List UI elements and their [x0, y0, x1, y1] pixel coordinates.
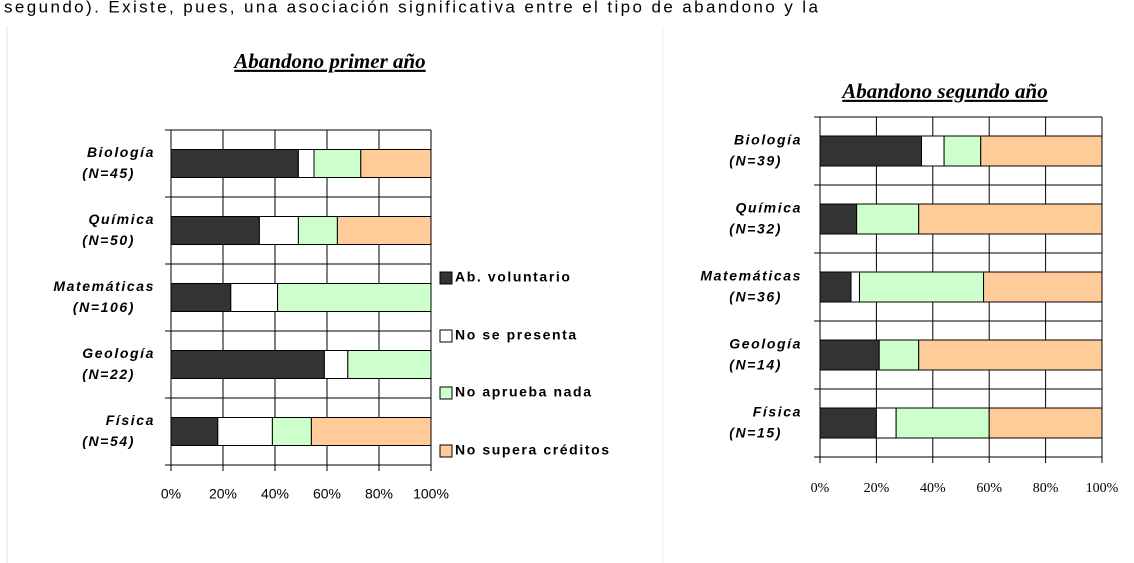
bar-segment — [819, 135, 923, 167]
category-label: Biología — [734, 132, 802, 148]
chart-title: Abandono segundo año — [840, 79, 1047, 103]
x-tick-label: 80% — [365, 486, 393, 502]
bar-segment — [170, 216, 260, 245]
bar-segment — [819, 339, 880, 371]
bar-segment — [297, 216, 338, 245]
category-count: (N=106) — [73, 299, 135, 315]
x-tick-label: 0% — [811, 481, 830, 496]
bar-segment — [277, 283, 432, 312]
bar-segment — [819, 271, 852, 303]
legend-label: No supera créditos — [455, 442, 611, 458]
category-label: Biología — [87, 144, 155, 160]
bar-segment — [347, 350, 432, 379]
x-tick-label: 20% — [209, 486, 237, 502]
bar-segment — [230, 283, 279, 312]
category-label: Física — [106, 412, 155, 428]
category-count: (N=36) — [729, 289, 782, 305]
category-label: Geología — [729, 336, 802, 352]
category-count: (N=54) — [82, 433, 135, 449]
x-tick-label: 60% — [313, 486, 341, 502]
bar-segment — [271, 417, 312, 446]
x-tick-label: 40% — [920, 481, 946, 496]
legend-swatch — [439, 329, 453, 343]
legend-swatch — [439, 271, 453, 285]
x-tick-label: 100% — [413, 486, 449, 502]
bar-segment — [258, 216, 299, 245]
legend-swatch — [439, 444, 453, 458]
category-label: Química — [89, 211, 155, 227]
category-count: (N=50) — [82, 232, 135, 248]
legend-label: Ab. voluntario — [455, 269, 572, 285]
bar-segment — [170, 149, 299, 178]
bar-segment — [943, 135, 982, 167]
x-tick-label: 60% — [976, 481, 1002, 496]
bar-segment — [918, 339, 1103, 371]
bar-segment — [313, 149, 362, 178]
body-text: segundo). Existe, pues, una asociación s… — [4, 0, 820, 16]
bar-segment — [878, 339, 920, 371]
category-count: (N=15) — [729, 425, 782, 441]
bar-segment — [170, 417, 219, 446]
bar-segment — [895, 407, 990, 439]
category-label: Matemáticas — [700, 268, 802, 284]
bar-segment — [217, 417, 273, 446]
category-label: Química — [736, 200, 802, 216]
bar-segment — [875, 407, 897, 439]
category-label: Geología — [82, 345, 155, 361]
category-count: (N=22) — [82, 366, 135, 382]
bar-segment — [360, 149, 432, 178]
bar-segment — [310, 417, 432, 446]
category-count: (N=45) — [82, 165, 135, 181]
bar-segment — [170, 283, 232, 312]
bar-segment — [323, 350, 349, 379]
x-tick-label: 80% — [1033, 481, 1059, 496]
bar-segment — [170, 350, 325, 379]
bar-segment — [819, 203, 858, 235]
x-tick-label: 40% — [261, 486, 289, 502]
category-label: Matemáticas — [53, 278, 155, 294]
legend-label: No se presenta — [455, 327, 578, 343]
bar-segment — [988, 407, 1103, 439]
category-count: (N=32) — [729, 221, 782, 237]
bar-segment — [856, 203, 920, 235]
category-count: (N=14) — [729, 357, 782, 373]
bar-segment — [918, 203, 1103, 235]
bar-segment — [297, 149, 315, 178]
bar-segment — [983, 271, 1103, 303]
bar-segment — [980, 135, 1103, 167]
bar-segment — [921, 135, 945, 167]
category-label: Física — [753, 404, 802, 420]
bar-segment — [858, 271, 985, 303]
x-tick-label: 20% — [864, 481, 890, 496]
legend-swatch — [439, 386, 453, 400]
chart-title: Abandono primer año — [232, 49, 425, 73]
x-tick-label: 100% — [1086, 481, 1119, 496]
x-tick-label: 0% — [161, 486, 181, 502]
legend-label: No aprueba nada — [455, 384, 593, 400]
category-count: (N=39) — [729, 153, 782, 169]
bar-segment — [850, 271, 860, 303]
bar-segment — [819, 407, 877, 439]
bar-segment — [336, 216, 432, 245]
